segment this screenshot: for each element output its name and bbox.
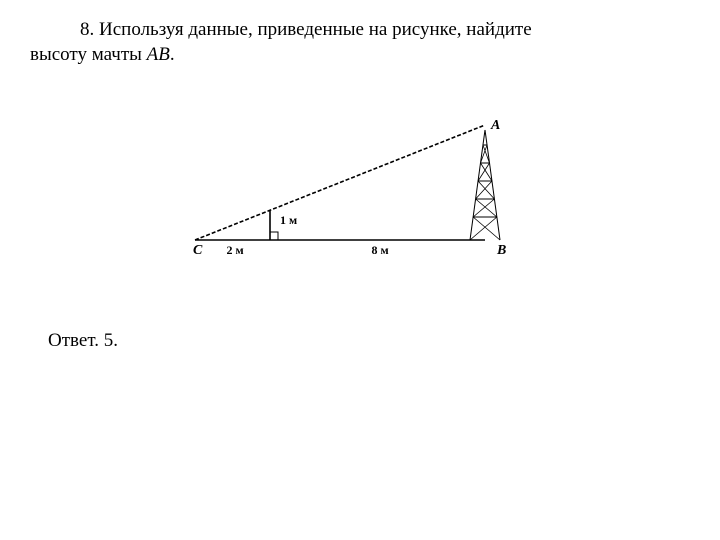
answer-value: 5 [104, 330, 114, 351]
problem-number: 8. [80, 19, 94, 40]
period-2: . [113, 330, 118, 351]
svg-text:8 м: 8 м [372, 243, 389, 257]
period-1: . [170, 44, 175, 65]
answer: Ответ. 5. [48, 330, 118, 352]
svg-text:C: C [193, 243, 203, 258]
svg-text:2 м: 2 м [227, 243, 244, 257]
problem-text-1: Используя данные, приведенные на рисунке… [99, 19, 532, 40]
problem-text-2: высоту мачты [30, 44, 147, 65]
diagram: A B C 1 м 2 м 8 м [180, 115, 540, 285]
segment-name: AB [147, 44, 170, 65]
svg-text:B: B [496, 243, 506, 258]
svg-text:A: A [490, 118, 500, 133]
problem-statement: 8. Используя данные, приведенные на рису… [30, 18, 660, 67]
diagram-svg: A B C 1 м 2 м 8 м [180, 115, 540, 285]
answer-label: Ответ. [48, 330, 104, 351]
svg-text:1 м: 1 м [280, 213, 297, 227]
